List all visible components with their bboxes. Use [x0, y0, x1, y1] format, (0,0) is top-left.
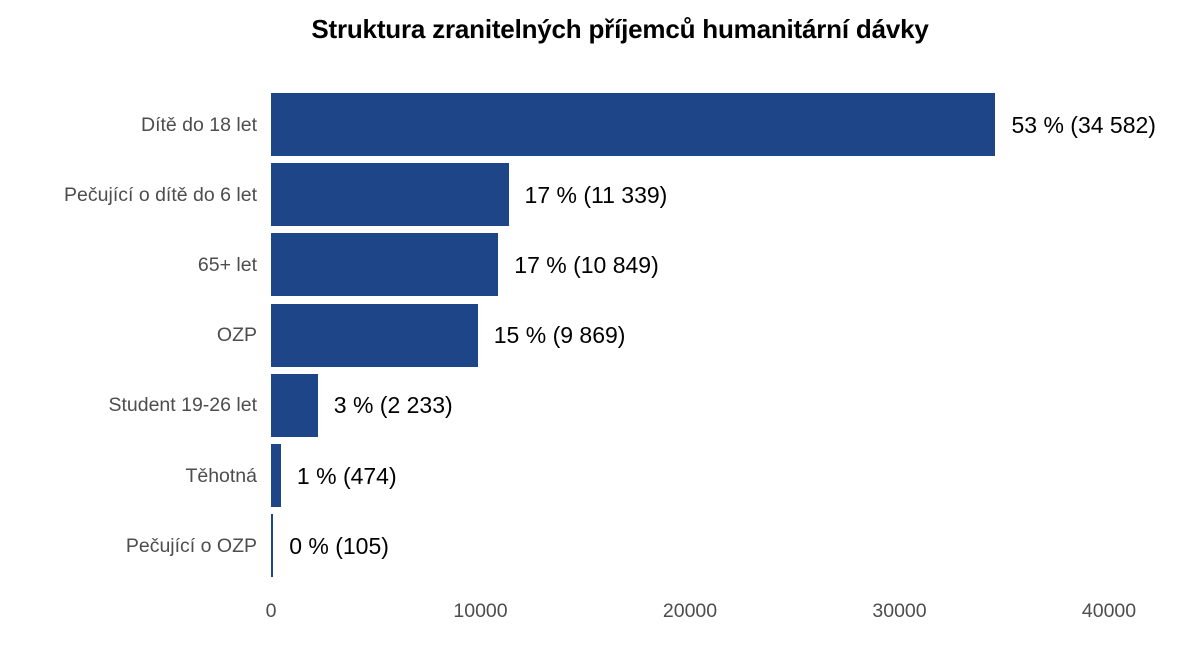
bar [271, 373, 318, 437]
category-label: Těhotná [185, 464, 257, 487]
bar [271, 93, 996, 156]
category-label: Student 19-26 let [108, 394, 257, 417]
data-label: 15 % (9 869) [493, 322, 626, 349]
category-label: Pečující o OZP [125, 534, 257, 557]
data-label: 0 % (105) [289, 532, 389, 559]
bar [271, 163, 509, 227]
data-label: 17 % (11 339) [524, 181, 668, 208]
data-label: 53 % (34 582) [1011, 111, 1156, 138]
category-label: Dítě do 18 let [141, 113, 257, 136]
bar [271, 514, 274, 578]
x-axis-tick-label: 10000 [453, 600, 508, 622]
category-label: OZP [216, 324, 257, 347]
x-axis-tick-label: 20000 [662, 600, 718, 622]
data-label: 1 % (474) [296, 462, 397, 489]
category-label: 65+ let [197, 253, 257, 276]
bar [271, 444, 281, 507]
bar [271, 303, 478, 367]
chart-title: Struktura zranitelných příjemců humanitá… [311, 14, 929, 44]
bar [271, 233, 499, 297]
x-axis-tick-label: 0 [265, 600, 277, 622]
x-axis-tick-label: 40000 [1081, 600, 1137, 622]
data-label: 17 % (10 849) [514, 251, 659, 278]
x-axis-tick-label: 30000 [872, 600, 927, 622]
data-label: 3 % (2 233) [333, 392, 453, 419]
category-label: Pečující o dítě do 6 let [64, 183, 257, 206]
